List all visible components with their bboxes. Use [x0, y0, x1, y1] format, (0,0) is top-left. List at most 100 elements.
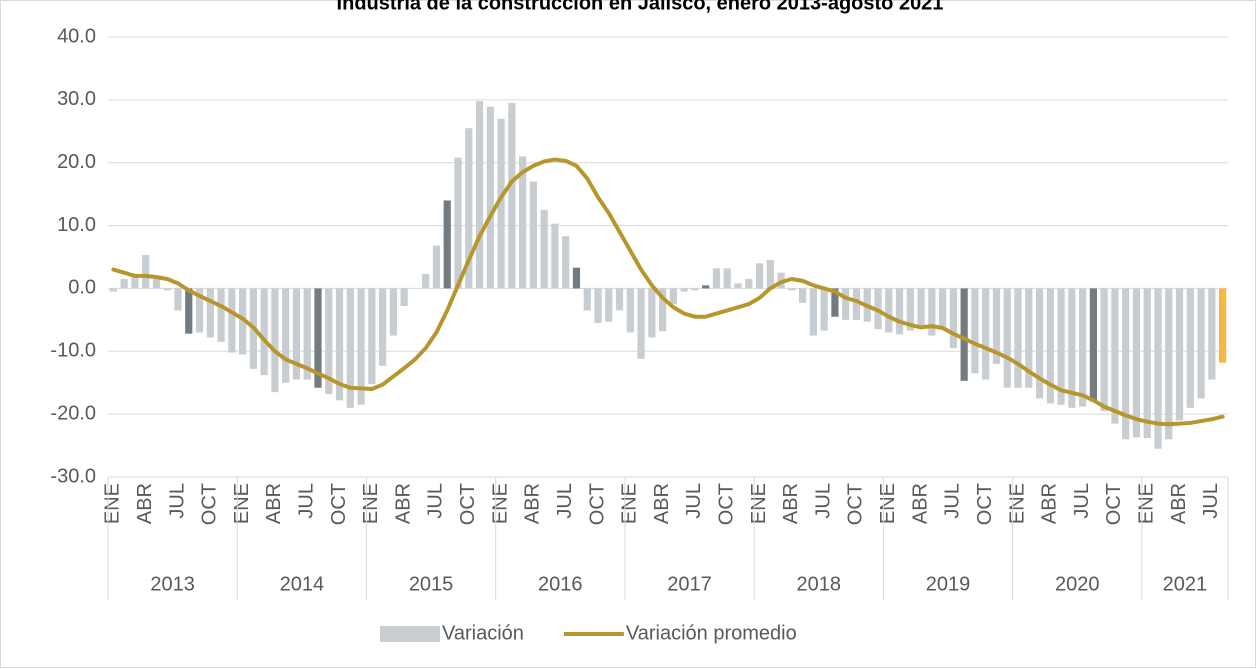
x-tick-label: OCT — [199, 483, 221, 525]
bar — [443, 200, 451, 289]
bar — [928, 288, 936, 336]
x-tick-label: JUL — [1071, 483, 1093, 519]
bar — [605, 288, 613, 322]
year-label: 2013 — [150, 573, 195, 595]
bar — [303, 288, 311, 380]
bar — [1175, 288, 1184, 421]
x-tick-label: ENE — [1006, 483, 1028, 524]
x-tick-label: OCT — [716, 483, 738, 525]
bar — [346, 288, 354, 408]
bar — [239, 288, 247, 355]
x-tick-label: JUL — [425, 483, 447, 519]
bar — [271, 288, 279, 393]
bar — [852, 288, 861, 320]
x-tick-label: ABR — [780, 483, 802, 524]
bar — [260, 288, 268, 376]
bar — [895, 288, 904, 335]
bar — [1197, 288, 1205, 399]
x-tick-label: OCT — [457, 483, 479, 525]
x-tick-label: ENE — [489, 483, 511, 524]
y-tick-label: 0.0 — [68, 277, 96, 299]
bar — [152, 279, 161, 289]
bar — [712, 268, 721, 289]
bar — [626, 288, 634, 333]
x-tick-label: ABR — [134, 483, 156, 524]
year-label: 2014 — [280, 573, 325, 595]
bar — [680, 288, 688, 292]
x-tick-label: OCT — [586, 483, 608, 525]
y-tick-label: 10.0 — [57, 214, 96, 236]
bar — [206, 288, 214, 338]
bar — [572, 267, 581, 289]
bar — [1003, 288, 1011, 388]
bar — [1100, 288, 1108, 411]
bar — [282, 288, 290, 383]
bar — [583, 288, 591, 311]
year-label: 2020 — [1055, 573, 1100, 595]
x-tick-label: JUL — [1200, 483, 1222, 519]
bar — [1035, 288, 1044, 399]
x-tick-label: ABR — [1039, 483, 1061, 524]
bar — [615, 288, 624, 311]
x-tick-label: ABR — [263, 483, 285, 524]
bar — [992, 288, 1001, 364]
x-tick-label: ENE — [877, 483, 899, 524]
y-tick-label: -30.0 — [50, 465, 96, 487]
x-tick-label: OCT — [974, 483, 996, 525]
bar — [432, 245, 441, 289]
bar — [422, 273, 430, 289]
bar — [357, 288, 365, 405]
x-tick-label: JUL — [296, 483, 318, 519]
year-label: 2019 — [926, 573, 971, 595]
bar — [325, 288, 333, 395]
bar — [1025, 288, 1033, 388]
bar — [185, 288, 193, 334]
bar — [400, 288, 408, 307]
bar — [1143, 288, 1151, 439]
bar — [702, 285, 710, 289]
x-tick-label: ABR — [909, 483, 931, 524]
legend-swatch — [380, 626, 440, 642]
bar — [1046, 288, 1054, 404]
y-tick-label: 20.0 — [57, 151, 96, 173]
bar — [379, 288, 387, 366]
x-tick-label: ABR — [651, 483, 673, 524]
bar — [454, 157, 462, 289]
year-label: 2021 — [1163, 573, 1208, 595]
bar — [766, 260, 774, 289]
bar — [465, 128, 473, 289]
year-label: 2018 — [797, 573, 842, 595]
bar — [174, 288, 182, 311]
bar — [292, 288, 301, 380]
x-tick-label: ENE — [360, 483, 382, 524]
x-tick-label: ABR — [1168, 483, 1190, 524]
bar — [1154, 288, 1162, 449]
bar — [562, 236, 570, 289]
x-tick-label: OCT — [1103, 483, 1125, 525]
line — [111, 157, 1225, 427]
bar — [917, 288, 925, 328]
bar — [637, 288, 645, 359]
year-label: 2017 — [667, 573, 712, 595]
bar — [691, 288, 699, 291]
bar — [1089, 288, 1097, 402]
bar — [1079, 288, 1087, 407]
x-tick-label: ABR — [522, 483, 544, 524]
bar — [120, 279, 128, 289]
bar — [195, 288, 204, 333]
x-tick-label: ENE — [748, 483, 770, 524]
bar — [799, 288, 807, 303]
x-tick-label: JUL — [554, 483, 576, 519]
year-label: 2015 — [409, 573, 454, 595]
y-tick-label: -10.0 — [50, 340, 96, 362]
x-tick-label: OCT — [328, 483, 350, 525]
bar — [1219, 288, 1227, 363]
bar — [508, 103, 516, 289]
bar — [314, 288, 322, 388]
bar — [368, 288, 376, 384]
x-tick-label: ENE — [619, 483, 641, 524]
bar — [142, 255, 150, 289]
y-tick-label: -20.0 — [50, 402, 96, 424]
bar — [1068, 288, 1076, 408]
